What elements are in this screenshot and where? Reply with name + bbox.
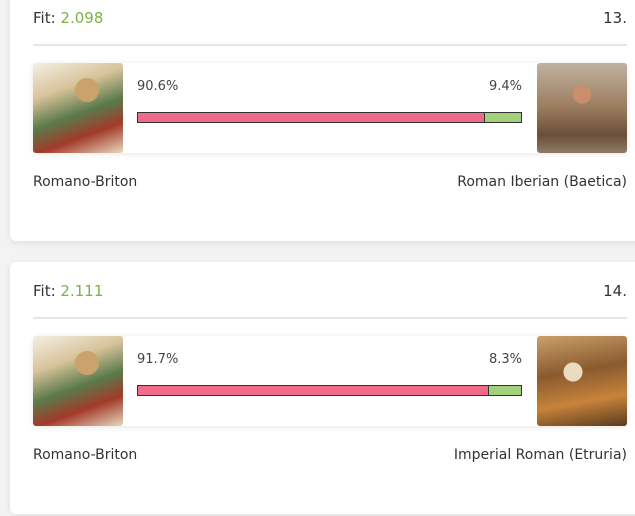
right-segment <box>485 113 521 122</box>
comparison-box: 91.7% 8.3% <box>33 336 627 426</box>
comparison-box: 90.6% 9.4% <box>33 63 627 153</box>
right-image <box>537 63 627 153</box>
fit-label: Fit: <box>33 9 56 27</box>
fit-value: 2.098 <box>60 9 104 27</box>
right-name: Roman Iberian (Baetica) <box>457 174 627 190</box>
left-image <box>33 336 123 426</box>
right-percent: 9.4% <box>488 79 522 94</box>
right-name: Imperial Roman (Etruria) <box>453 447 627 463</box>
ratio-bar <box>137 385 522 396</box>
fit: Fit: 2.098 <box>33 9 103 27</box>
result-card: Fit: 2.098 13. 90.6% 9.4% Romano-Briton Roman… <box>10 0 635 241</box>
right-image <box>537 336 627 426</box>
right-segment <box>489 386 521 395</box>
left-percent: 91.7% <box>137 352 179 367</box>
right-percent: 8.3% <box>488 352 522 367</box>
left-percent: 90.6% <box>137 79 179 94</box>
left-image <box>33 63 123 153</box>
left-segment <box>138 386 490 395</box>
separator <box>33 44 627 46</box>
ratio-bar <box>137 112 522 123</box>
fit-value: 2.111 <box>60 282 104 300</box>
fit: Fit: 2.111 <box>33 282 103 300</box>
result-card: Fit: 2.111 14. 91.7% 8.3% Romano-Briton Imper… <box>10 262 635 514</box>
left-name: Romano-Briton <box>33 447 138 463</box>
separator <box>33 317 627 319</box>
left-name: Romano-Briton <box>33 174 138 190</box>
fit-label: Fit: <box>33 282 56 300</box>
rank: 13. <box>603 9 627 27</box>
rank: 14. <box>603 282 627 300</box>
left-segment <box>138 113 486 122</box>
